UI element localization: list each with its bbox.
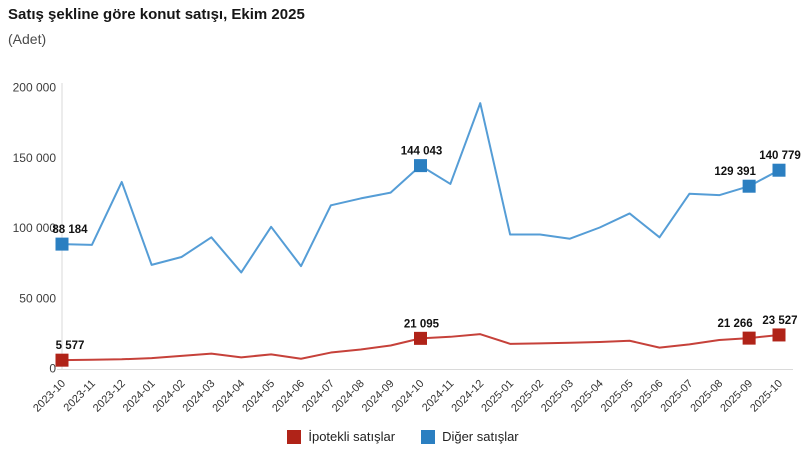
data-point-label: 88 184 [52, 224, 88, 236]
legend: İpotekli satışlar Diğer satışlar [0, 429, 806, 444]
data-point-label: 21 095 [404, 318, 440, 330]
y-tick-label: 50 000 [19, 291, 56, 305]
series-line-1 [61, 102, 780, 274]
y-tick-label: 200 000 [13, 81, 57, 95]
legend-label-ipotekli: İpotekli satışlar [308, 429, 396, 444]
legend-label-diger: Diğer satışlar [442, 429, 519, 444]
data-point-marker[interactable] [772, 328, 786, 342]
legend-swatch-ipotekli-icon [287, 429, 302, 444]
data-point-marker[interactable] [772, 163, 786, 177]
data-point-label: 144 043 [401, 146, 443, 158]
data-point-marker[interactable] [55, 237, 69, 251]
legend-swatch-diger-icon [421, 429, 436, 444]
data-point-marker[interactable] [414, 159, 427, 173]
data-point-label: 140 779 [759, 150, 801, 162]
data-point-marker[interactable] [55, 353, 69, 367]
legend-item-diger[interactable]: Diğer satışlar [421, 429, 519, 444]
chart-title: Satış şekline göre konut satışı, Ekim 20… [8, 6, 305, 23]
chart-subtitle: (Adet) [8, 31, 47, 47]
y-tick-label: 150 000 [13, 151, 57, 165]
y-tick-label: 0 [49, 362, 56, 376]
data-point-label: 21 266 [718, 318, 753, 330]
x-tick-label: 2023-10 [31, 378, 68, 415]
data-point-label: 5 577 [56, 340, 85, 352]
data-point-label: 23 527 [762, 315, 797, 327]
data-point-marker[interactable] [414, 331, 427, 345]
x-tick-label: 2024-10 [390, 378, 427, 415]
x-tick-label: 2025-10 [748, 378, 785, 415]
legend-item-ipotekli[interactable]: İpotekli satışlar [287, 429, 395, 444]
data-point-marker[interactable] [742, 179, 756, 193]
data-point-label: 129 391 [714, 166, 756, 178]
y-tick-label: 100 000 [13, 221, 57, 235]
data-point-marker[interactable] [742, 331, 756, 345]
